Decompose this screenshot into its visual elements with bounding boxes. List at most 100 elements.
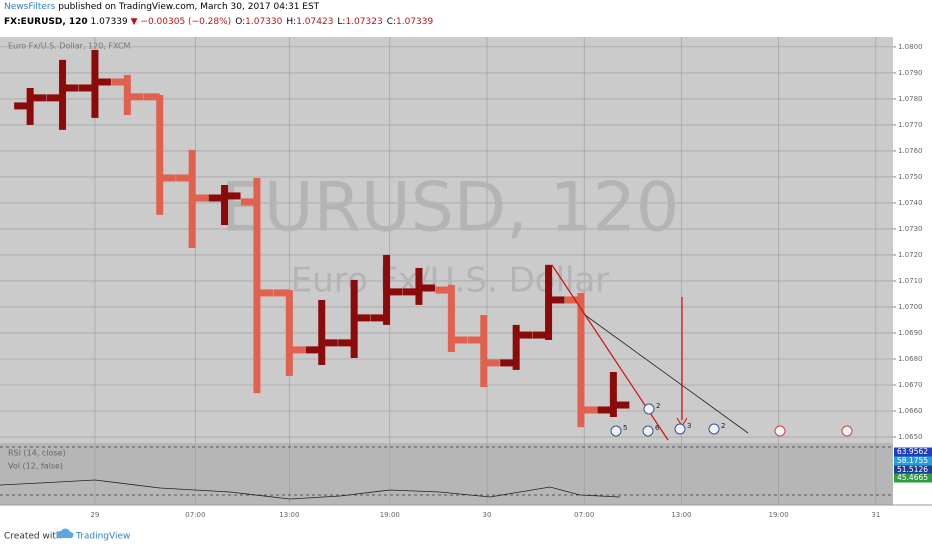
ohlc-key: L: xyxy=(337,17,346,27)
bar-close xyxy=(548,296,565,304)
event-count: 2 xyxy=(656,402,660,410)
published: published on TradingView.com, March 30, … xyxy=(58,2,320,12)
logo xyxy=(56,528,74,538)
bar-open xyxy=(532,331,549,339)
event-icon[interactable] xyxy=(643,403,655,415)
bar-range xyxy=(447,284,455,352)
bar-open xyxy=(240,198,257,206)
bar-open xyxy=(46,94,63,102)
watermark: EURUSD, 120 xyxy=(221,169,679,248)
bar-close xyxy=(159,174,176,182)
indicator-bg xyxy=(0,443,893,505)
ohlc-value: 1.07339 xyxy=(396,17,434,27)
bar-close xyxy=(386,288,403,296)
bar-open xyxy=(402,288,419,296)
x-tick-label: 31 xyxy=(871,511,880,519)
y-tick-label: 1.0730 xyxy=(898,225,923,233)
event-count: 3 xyxy=(687,422,691,430)
bar-open xyxy=(273,289,290,297)
y-tick-label: 1.0700 xyxy=(898,303,923,311)
bar-open xyxy=(435,286,452,294)
ohlc-value: 1.07423 xyxy=(296,17,334,27)
bar-close xyxy=(354,314,371,322)
x-tick-label: 07:00 xyxy=(185,511,205,519)
event-icon[interactable] xyxy=(774,425,786,437)
created: Created with xyxy=(4,532,62,542)
price-axis-bg xyxy=(893,37,932,505)
rsi-line xyxy=(0,479,621,500)
event-count: 5 xyxy=(623,424,627,432)
indicator-value-bg xyxy=(894,465,932,475)
y-tick-label: 1.0740 xyxy=(898,199,923,207)
indicator-value-bg xyxy=(894,447,932,457)
bar-open xyxy=(176,174,193,182)
bar-close xyxy=(613,401,630,409)
indicator-value: 63.9562 xyxy=(897,447,928,456)
ohlc-key: H: xyxy=(286,17,297,27)
bar-close xyxy=(127,93,144,101)
x-tick-label: 29 xyxy=(90,511,99,519)
bar-open xyxy=(597,406,614,414)
ohlc-key: O: xyxy=(235,17,246,27)
bar-close xyxy=(256,289,273,297)
y-tick-label: 1.0770 xyxy=(898,121,923,129)
bar-range xyxy=(577,292,585,428)
bar-close xyxy=(30,94,47,102)
bar-close xyxy=(483,359,500,367)
ohlc-value: 1.07323 xyxy=(345,17,383,27)
brand[interactable]: TradingView xyxy=(75,532,130,542)
y-tick-label: 1.0800 xyxy=(898,43,923,51)
bar-close xyxy=(94,78,111,86)
x-tick-label: 07:00 xyxy=(574,511,594,519)
symbol: FX:EURUSD, 120 xyxy=(4,17,88,27)
event-icon[interactable] xyxy=(642,425,654,437)
x-tick-label: 13:00 xyxy=(671,511,691,519)
y-tick-label: 1.0650 xyxy=(898,433,923,441)
event-count: 6 xyxy=(655,424,660,432)
bar-close xyxy=(192,194,209,202)
event-icon[interactable] xyxy=(610,425,622,437)
bar-open xyxy=(111,78,128,86)
bar-close xyxy=(224,192,241,200)
bar-open xyxy=(14,102,31,110)
event-icon[interactable] xyxy=(674,423,686,435)
bar-open xyxy=(467,336,484,344)
plot-bg xyxy=(0,37,893,443)
publish-line: NewsFilters published on TradingView.com… xyxy=(4,2,319,12)
bar-range xyxy=(512,324,520,370)
rsi-label: RSI (14, close) xyxy=(8,449,66,458)
bar-range xyxy=(480,315,488,388)
y-tick-label: 1.0710 xyxy=(898,277,923,285)
event-icon[interactable] xyxy=(841,425,853,437)
author[interactable]: NewsFilters xyxy=(4,2,56,12)
bar-open xyxy=(500,359,517,367)
bar-close xyxy=(321,339,338,347)
vol-label: Vol (12, false) xyxy=(8,462,63,471)
y-tick-label: 1.0690 xyxy=(898,329,923,337)
bar-open xyxy=(338,339,355,347)
y-tick-label: 1.0680 xyxy=(898,355,923,363)
last: 1.07339 xyxy=(90,17,128,27)
indicator-value: 45.4665 xyxy=(897,473,928,482)
event-icon[interactable] xyxy=(708,423,720,435)
y-tick-label: 1.0750 xyxy=(898,173,923,181)
bar-close xyxy=(62,84,79,92)
x-tick-label: 19:00 xyxy=(380,511,400,519)
bar-range xyxy=(253,177,261,394)
bar-range xyxy=(221,184,229,226)
bar-close xyxy=(580,406,597,414)
y-tick-label: 1.0780 xyxy=(898,95,923,103)
bar-open xyxy=(564,296,581,304)
bar-open xyxy=(143,93,160,101)
bar-open xyxy=(305,346,322,354)
event-count: 2 xyxy=(721,422,725,430)
indicator-value: 58.1755 xyxy=(897,456,928,465)
bar-open xyxy=(208,194,225,202)
bar-close xyxy=(516,331,533,339)
ohlc-value: 1.07330 xyxy=(245,17,283,27)
bar-range xyxy=(609,371,617,417)
bar-range xyxy=(318,299,326,365)
y-tick-label: 1.0670 xyxy=(898,381,923,389)
